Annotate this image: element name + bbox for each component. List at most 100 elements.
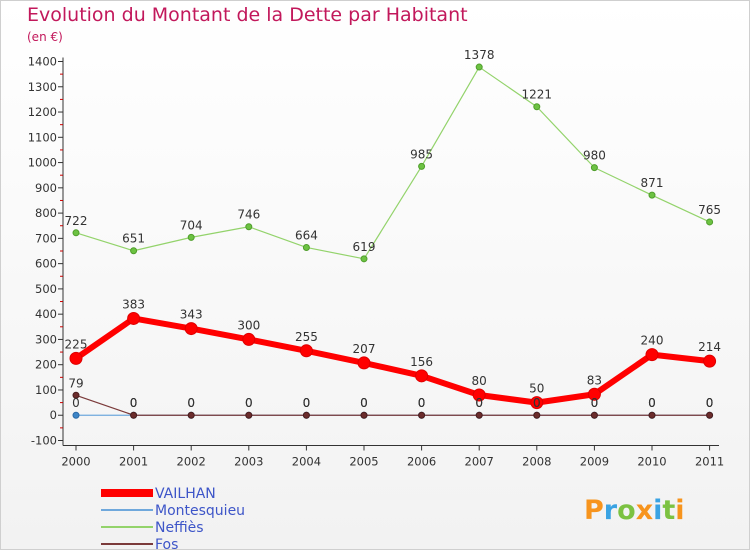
data-label: 0	[418, 396, 426, 410]
data-label: 0	[360, 396, 368, 410]
x-tick-label: 2003	[234, 455, 263, 469]
data-label: 0	[418, 396, 426, 410]
data-point	[242, 332, 256, 346]
y-tick-label: 800	[35, 206, 57, 220]
x-tick-label: 2006	[407, 455, 436, 469]
data-label: 0	[303, 396, 311, 410]
data-label: 0	[360, 396, 368, 410]
data-label: 0	[591, 396, 599, 410]
y-tick-label: 600	[35, 257, 57, 271]
series-fos	[72, 391, 714, 419]
legend-item: VAILHAN	[101, 486, 216, 502]
legend-label: Montesquieu	[155, 503, 245, 519]
y-tick-label: 300	[35, 332, 57, 346]
proxiti-logo: Proxiti	[584, 495, 685, 526]
data-point	[72, 391, 80, 399]
x-tick-label: 2000	[61, 455, 90, 469]
data-label: 0	[72, 396, 80, 410]
x-tick-label: 2004	[292, 455, 321, 469]
data-label: 1221	[522, 88, 553, 102]
y-tick-label: 900	[35, 181, 57, 195]
data-label: 619	[353, 240, 376, 254]
data-point	[184, 322, 198, 336]
series-neffi-s	[72, 63, 714, 263]
data-point	[533, 103, 541, 111]
chart-subtitle: (en €)	[27, 30, 63, 44]
data-point	[130, 411, 138, 419]
y-tick-label: 1100	[28, 130, 57, 144]
data-label: 0	[130, 396, 138, 410]
data-point	[69, 351, 83, 365]
data-label: 225	[65, 337, 88, 351]
data-point	[590, 164, 598, 172]
x-tick-label: 2002	[177, 455, 206, 469]
data-label: 0	[533, 396, 541, 410]
data-label: 79	[68, 376, 83, 390]
data-label: 746	[237, 208, 260, 222]
x-tick-label: 2008	[522, 455, 551, 469]
data-point	[648, 191, 656, 199]
data-label: 765	[698, 203, 721, 217]
data-label: 0	[533, 396, 541, 410]
data-label: 255	[295, 330, 318, 344]
data-label: 704	[180, 218, 203, 232]
data-label: 0	[130, 396, 138, 410]
data-point	[533, 411, 541, 419]
y-tick-label: 700	[35, 231, 57, 245]
y-tick-label: 1000	[28, 156, 57, 170]
series-line	[75, 66, 710, 260]
y-tick-label: 1200	[28, 105, 57, 119]
data-point	[648, 411, 656, 419]
x-tick-label: 2009	[580, 455, 609, 469]
data-point	[703, 354, 717, 368]
data-label: 651	[122, 232, 145, 246]
data-label: 1378	[464, 48, 495, 62]
data-point	[472, 388, 486, 402]
data-point	[360, 411, 368, 419]
data-point	[357, 356, 371, 370]
data-label: 383	[122, 297, 145, 311]
legend-item: Fos	[101, 537, 178, 551]
y-tick-label: 1400	[28, 55, 57, 69]
data-label: 343	[180, 308, 203, 322]
data-point	[587, 387, 601, 401]
legend-label: Fos	[155, 537, 178, 551]
data-point	[245, 411, 253, 419]
y-tick-label: -100	[31, 434, 57, 448]
y-tick-label: 500	[35, 282, 57, 296]
data-label: 871	[641, 176, 664, 190]
data-label: 0	[475, 396, 483, 410]
series-vailhan	[69, 311, 717, 410]
data-label: 0	[187, 396, 195, 410]
data-point	[418, 162, 426, 170]
legend-item: Montesquieu	[101, 503, 245, 519]
data-label: 0	[591, 396, 599, 410]
data-point	[130, 247, 138, 255]
data-point	[415, 369, 429, 383]
x-tick-label: 2001	[119, 455, 148, 469]
data-label: 240	[641, 334, 664, 348]
data-label: 0	[245, 396, 253, 410]
data-label: 214	[698, 340, 721, 354]
data-point	[302, 411, 310, 419]
x-tick-label: 2005	[349, 455, 378, 469]
data-label: 300	[237, 318, 260, 332]
x-tick-label: 2011	[695, 455, 724, 469]
data-point	[72, 411, 80, 419]
chart-title: Evolution du Montant de la Dette par Hab…	[27, 4, 468, 26]
data-label: 0	[648, 396, 656, 410]
data-label: 664	[295, 228, 318, 242]
data-point	[302, 243, 310, 251]
data-label: 985	[410, 147, 433, 161]
data-point	[590, 411, 598, 419]
legend-label: VAILHAN	[155, 486, 216, 502]
data-point	[706, 411, 714, 419]
data-label: 722	[65, 214, 88, 228]
data-label: 0	[475, 396, 483, 410]
y-tick-label: 0	[50, 408, 57, 422]
data-point	[706, 218, 714, 226]
data-label: 0	[648, 396, 656, 410]
data-point	[360, 255, 368, 263]
